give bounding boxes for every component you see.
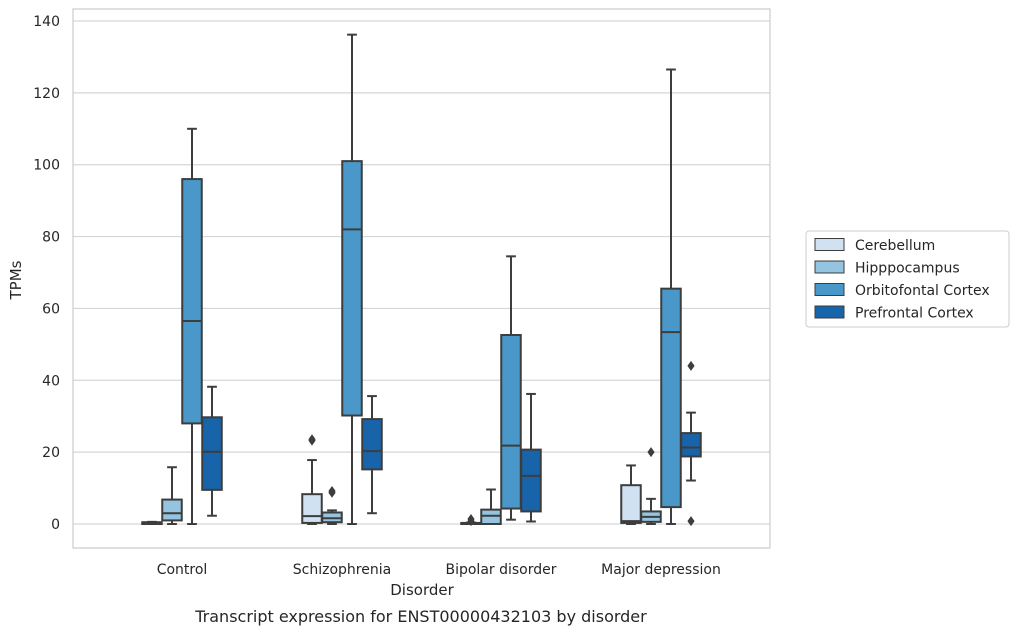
box-hipppocampus	[640, 447, 662, 525]
legend-swatch	[814, 283, 845, 296]
legend-label: Prefrontal Cortex	[855, 306, 974, 322]
box-iqr	[520, 448, 542, 513]
y-tick-labels: 0 20 40 60 80 100 120 140	[33, 14, 60, 533]
x-axis-label: Disorder	[390, 581, 454, 599]
box-iqr	[161, 498, 183, 522]
y-tick-label: 0	[51, 517, 60, 533]
y-tick-label: 140	[33, 14, 60, 30]
box-prefrontal-cortex	[680, 360, 702, 527]
box-cerebellum	[620, 464, 642, 525]
legend-frame	[805, 230, 1010, 328]
box-orbitofontal-cortex	[500, 255, 522, 521]
box-iqr	[680, 432, 702, 458]
box-iqr	[480, 508, 502, 525]
box-groups	[141, 33, 702, 527]
outlier-point	[328, 485, 336, 496]
x-tick-label: Control	[157, 562, 208, 578]
outlier-point	[647, 447, 655, 458]
box-iqr	[201, 416, 223, 491]
legend-swatch	[814, 305, 845, 319]
box-cerebellum	[301, 434, 323, 525]
box-orbitofontal-cortex	[341, 33, 363, 525]
box-iqr	[500, 334, 522, 510]
legend-swatch	[814, 238, 845, 251]
outlier-point	[687, 516, 695, 527]
x-tick-label: Major depression	[601, 562, 721, 578]
x-tick-labels: Control Schizophrenia Bipolar disorder Majo…	[157, 562, 721, 578]
y-tick-label: 80	[42, 230, 60, 246]
y-tick-label: 60	[42, 301, 60, 317]
outlier-point	[308, 434, 316, 445]
legend-label: Orbitofontal Cortex	[855, 283, 990, 299]
box-prefrontal-cortex	[361, 395, 383, 515]
box-prefrontal-cortex	[201, 385, 223, 517]
legend: Cerebellum Hipppocampus Orbitofontal Corte…	[805, 230, 1010, 328]
outlier-point	[687, 360, 695, 371]
y-tick-label: 20	[42, 445, 60, 461]
box-iqr	[361, 418, 383, 471]
outlier-point	[467, 513, 475, 524]
box-hipppocampus	[321, 485, 343, 525]
y-axis-label: TPMs	[7, 260, 25, 300]
x-tick-label: Bipolar disorder	[445, 562, 556, 578]
box-orbitofontal-cortex	[181, 127, 203, 525]
box-iqr	[341, 160, 363, 417]
box-iqr	[660, 287, 682, 509]
y-tick-label: 40	[42, 373, 60, 389]
box-cerebellum	[460, 513, 482, 527]
box-hipppocampus	[161, 466, 183, 525]
y-tick-label: 120	[33, 86, 60, 102]
box-orbitofontal-cortex	[660, 68, 682, 525]
box-iqr	[620, 484, 642, 524]
box-iqr	[301, 493, 323, 524]
x-tick-label: Schizophrenia	[293, 562, 391, 578]
legend-label: Cerebellum	[855, 238, 935, 254]
y-tick-label: 100	[33, 158, 60, 174]
legend-swatch	[814, 260, 845, 274]
box-iqr	[181, 178, 203, 425]
box-hipppocampus	[480, 488, 502, 525]
plot-frame	[72, 8, 771, 549]
chart-caption: Transcript expression for ENST0000043210…	[194, 607, 647, 626]
box-cerebellum	[141, 520, 163, 525]
box-prefrontal-cortex	[520, 392, 542, 523]
legend-label: Hipppocampus	[855, 261, 960, 277]
